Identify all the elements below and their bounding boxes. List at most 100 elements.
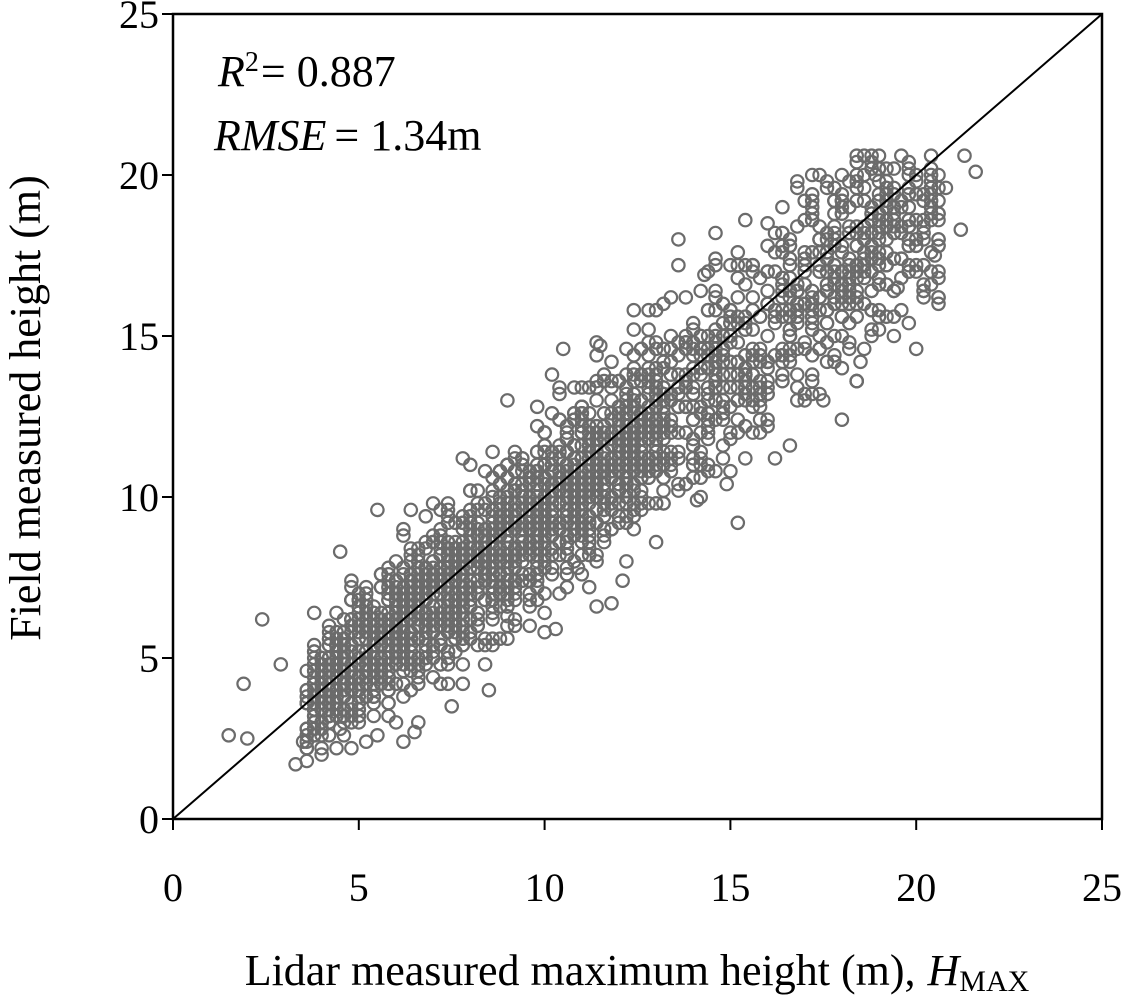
data-point: [812, 264, 827, 279]
data-point: [804, 290, 820, 305]
data-point: [700, 431, 716, 447]
x-tick-label: 5: [349, 865, 369, 910]
x-axis-symbol: H: [927, 946, 962, 995]
data-point: [522, 547, 537, 563]
data-point: [700, 463, 716, 479]
data-point: [671, 444, 686, 460]
data-point: [381, 644, 396, 659]
data-point: [433, 631, 448, 646]
data-point: [789, 174, 805, 189]
x-tick-label: 15: [710, 865, 750, 910]
data-point: [373, 579, 389, 595]
data-point: [916, 283, 931, 299]
r2-value: = 0.887: [261, 47, 396, 96]
data-point: [633, 341, 649, 357]
data-point: [477, 631, 493, 646]
data-point: [730, 335, 746, 350]
data-point: [254, 612, 270, 627]
data-point: [418, 624, 433, 640]
data-point: [581, 476, 597, 492]
data-point: [957, 148, 972, 163]
data-point: [678, 290, 694, 305]
data-point: [671, 451, 686, 466]
data-point: [916, 257, 931, 273]
data-point: [685, 386, 701, 402]
data-point: [604, 431, 619, 447]
data-point: [440, 502, 456, 518]
data-point: [745, 367, 760, 382]
y-axis-title: Field measured height (m): [1, 175, 50, 641]
data-point: [685, 315, 701, 331]
data-point: [370, 502, 385, 518]
data-point: [908, 212, 924, 228]
data-point: [544, 457, 560, 473]
data-point: [574, 405, 590, 421]
data-point: [522, 599, 537, 614]
data-point: [723, 354, 738, 370]
data-point: [737, 212, 753, 228]
data-point: [737, 367, 753, 382]
data-point: [604, 373, 619, 389]
data-point: [789, 367, 805, 382]
data-point: [890, 280, 905, 295]
data-point: [827, 296, 842, 312]
axis-ticks: 0 5 10 15 20 25 0 5 10 15 20 25: [119, 0, 1122, 910]
data-point: [856, 341, 872, 357]
data-point: [295, 734, 311, 749]
data-point: [485, 502, 500, 518]
data-point: [864, 302, 879, 318]
data-point: [314, 747, 329, 762]
data-point: [240, 731, 255, 746]
data-point: [745, 290, 760, 305]
x-axis-title: Lidar measured maximum height (m), HMAX: [245, 946, 1030, 998]
data-point: [730, 393, 746, 408]
data-point: [760, 296, 775, 312]
data-point: [507, 483, 523, 498]
data-point: [908, 167, 924, 183]
data-point: [403, 657, 419, 672]
data-point: [537, 605, 552, 621]
data-point: [448, 592, 463, 608]
y-tick-label: 0: [139, 797, 159, 842]
data-point: [440, 676, 456, 692]
data-point: [358, 657, 374, 672]
data-point: [752, 393, 768, 408]
rmse-annotation: RMSE = 1.34m: [213, 111, 481, 160]
data-point: [782, 257, 798, 273]
data-point: [693, 489, 708, 505]
data-point: [344, 573, 359, 588]
data-point: [514, 534, 530, 550]
data-point: [685, 360, 701, 376]
data-point: [529, 399, 545, 415]
data-point: [615, 573, 630, 588]
data-point: [760, 328, 775, 344]
data-point: [871, 148, 887, 163]
data-point: [775, 199, 790, 215]
data-point: [485, 579, 500, 595]
data-point: [723, 380, 738, 395]
data-point: [656, 425, 671, 440]
data-point: [381, 605, 396, 621]
data-point: [537, 425, 552, 440]
data-point: [351, 618, 367, 634]
data-point: [221, 727, 236, 743]
data-point: [879, 180, 894, 196]
data-point: [514, 528, 530, 543]
data-point: [619, 554, 634, 569]
data-point: [396, 689, 411, 704]
data-point: [856, 251, 872, 267]
data-point: [529, 515, 545, 531]
data-point: [782, 438, 798, 453]
data-point: [544, 367, 560, 382]
data-point: [619, 496, 634, 511]
data-point: [358, 631, 374, 646]
data-point: [358, 605, 374, 621]
data-point: [789, 302, 805, 318]
data-point: [370, 727, 385, 743]
data-point: [775, 347, 790, 363]
data-point: [485, 605, 500, 621]
data-point: [853, 354, 868, 370]
y-tick-label: 20: [119, 153, 159, 198]
data-point: [641, 463, 656, 479]
r2-superscript: 2: [245, 47, 259, 78]
